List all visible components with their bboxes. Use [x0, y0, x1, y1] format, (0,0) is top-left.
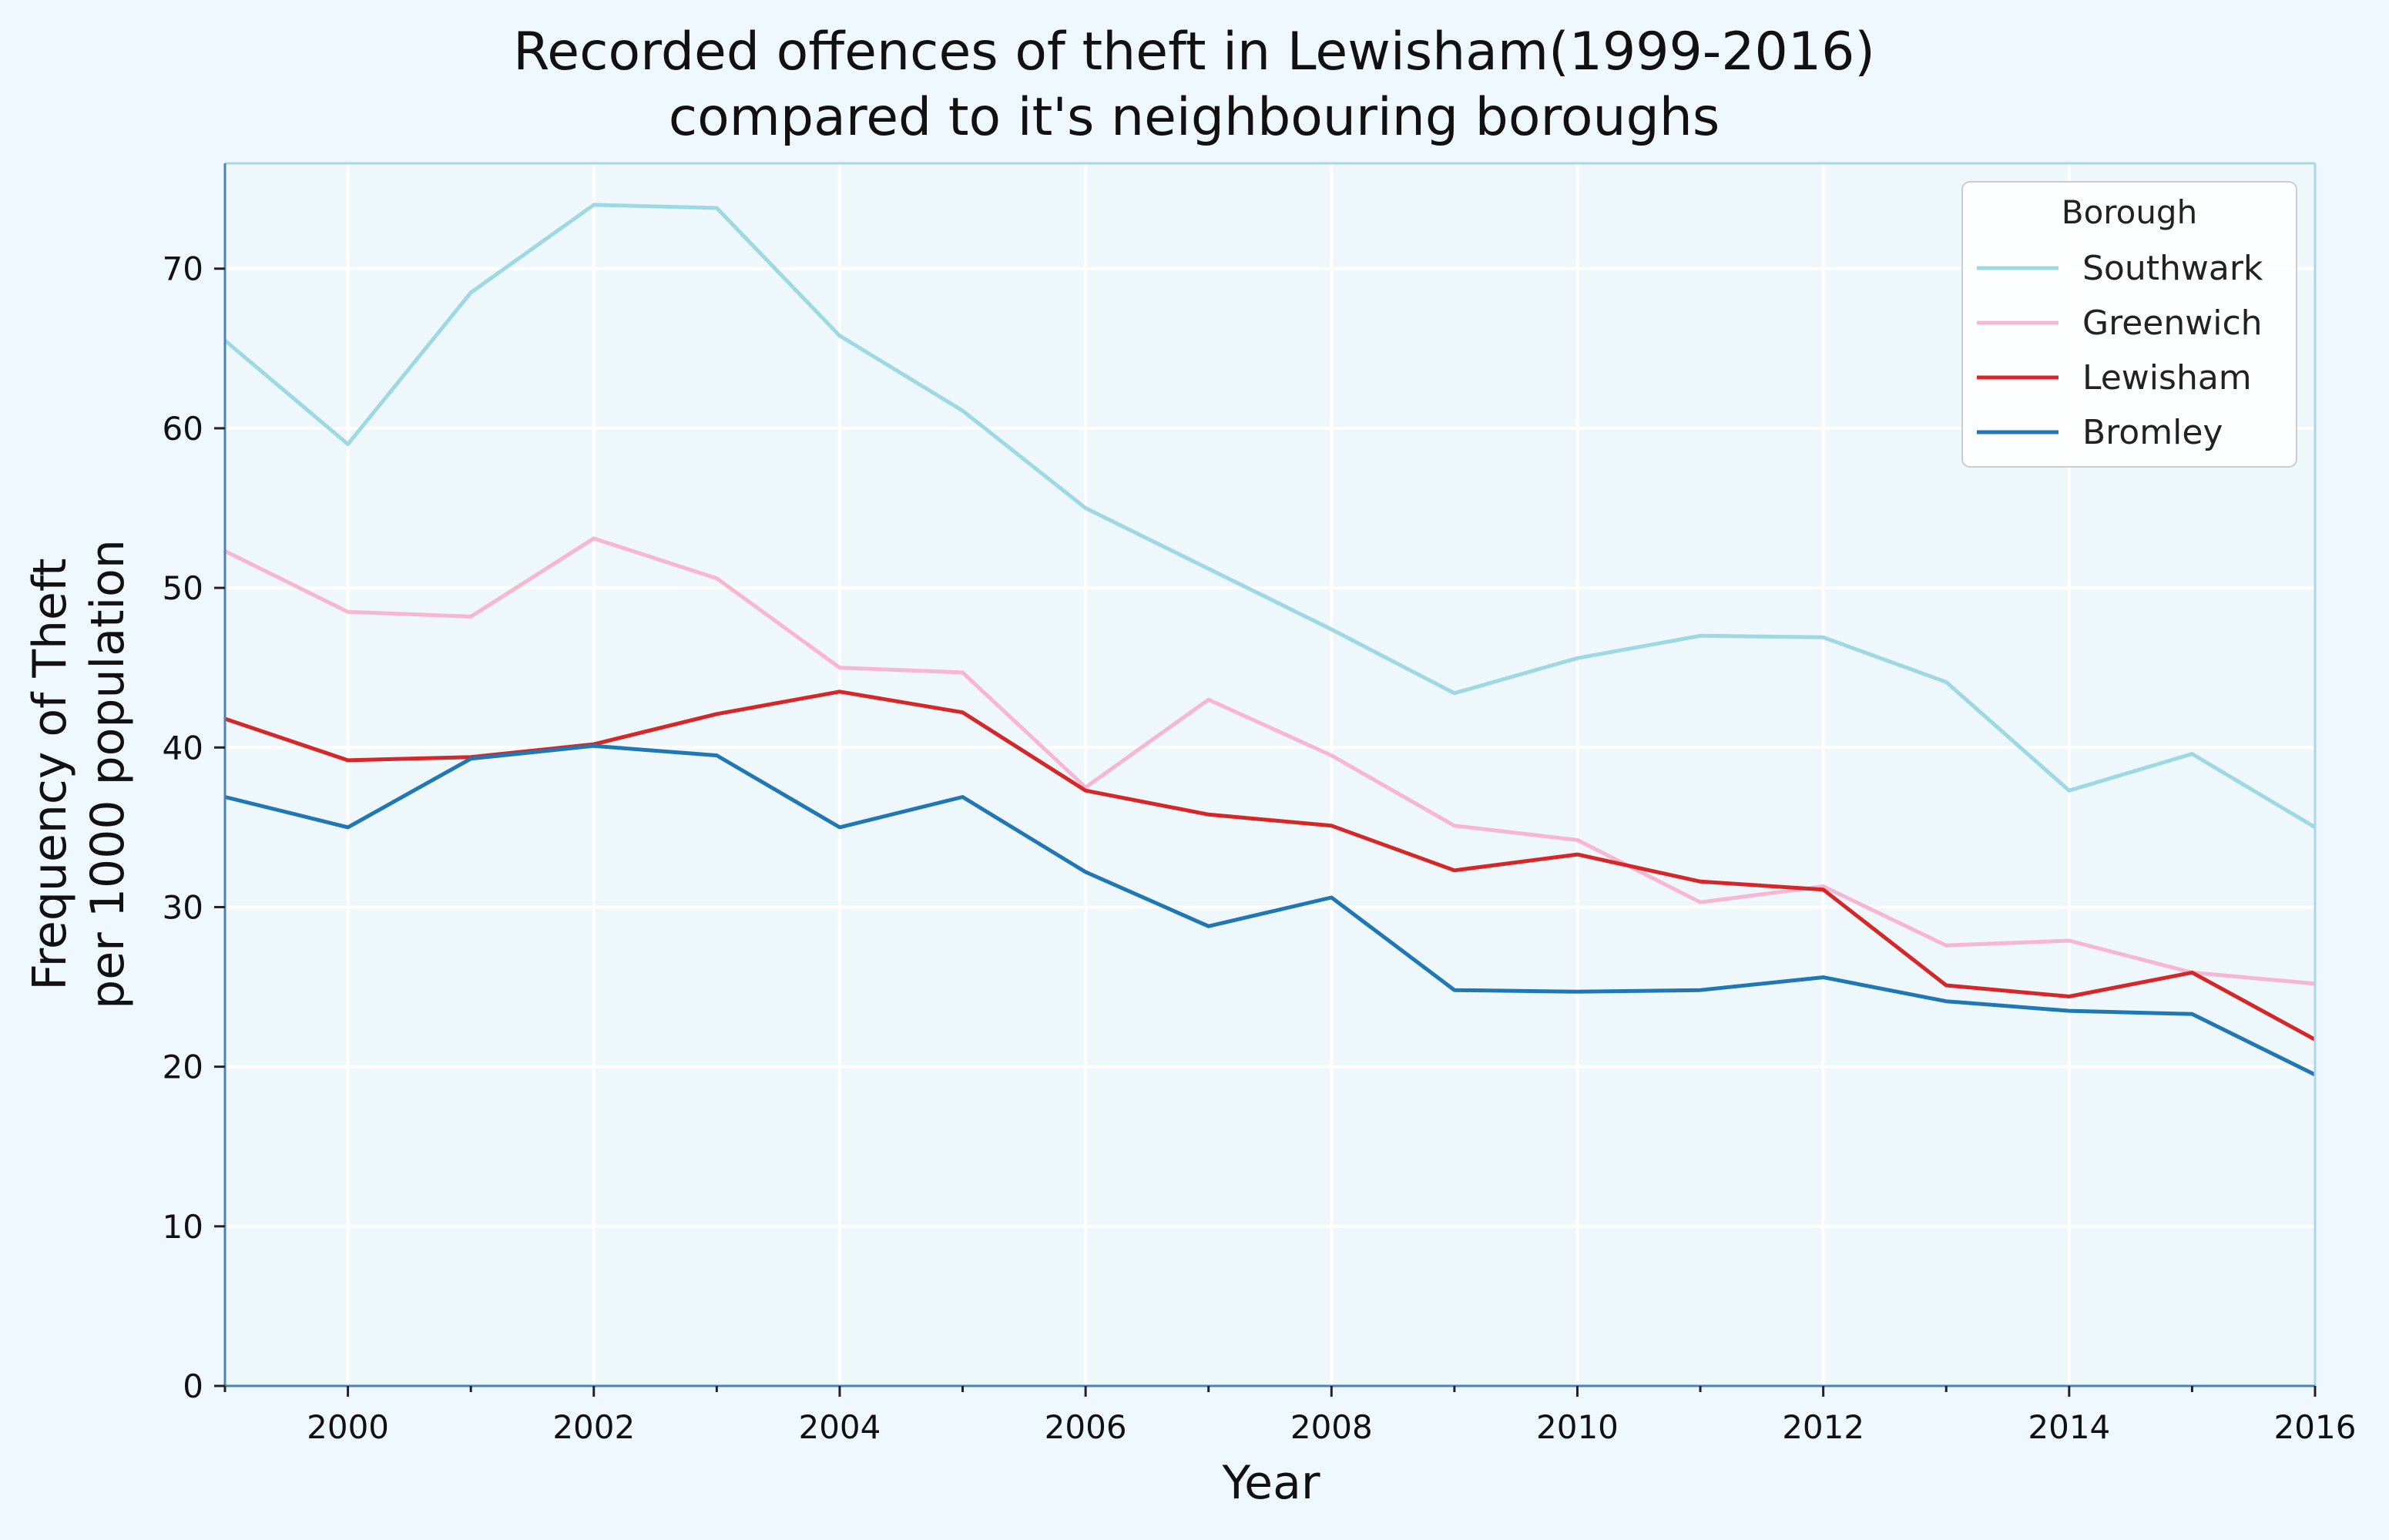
y-tick-label-10: 10 [163, 1208, 203, 1246]
x-tick-label-2000: 2000 [307, 1408, 389, 1446]
x-axis-label: Year [1221, 1456, 1320, 1510]
legend-label-bromley: Bromley [2082, 413, 2223, 452]
x-tick-label-2002: 2002 [552, 1408, 635, 1446]
y-tick-label-20: 20 [163, 1048, 203, 1086]
axis-ticks: 2000 2002 2004 2006 2008 2010 2012 2014 2016 0 10 2… [163, 250, 2357, 1446]
x-tick-label-2012: 2012 [1782, 1408, 1864, 1446]
legend-title: Borough [2062, 193, 2197, 231]
series-line-bromley [224, 743, 2317, 1077]
x-tick-label-2008: 2008 [1290, 1408, 1373, 1446]
x-tick-label-2004: 2004 [798, 1408, 881, 1446]
chart-title-line-2: compared to it's neighbouring boroughs [669, 87, 1720, 148]
chart-title-line-1: Recorded offences of theft in Lewisham(1… [513, 22, 1875, 82]
x-tick-label-2010: 2010 [1536, 1408, 1619, 1446]
x-tick-label-2014: 2014 [2028, 1408, 2110, 1446]
y-tick-label-60: 60 [163, 410, 203, 448]
legend-label-southwark: Southwark [2082, 249, 2263, 288]
y-tick-label-70: 70 [163, 250, 203, 288]
series-line-greenwich [223, 536, 2316, 986]
x-tick-label-2016: 2016 [2274, 1408, 2357, 1446]
y-tick-label-30: 30 [163, 888, 203, 926]
y-tick-label-50: 50 [163, 569, 203, 607]
x-tick-label-2006: 2006 [1045, 1408, 1127, 1446]
legend-label-lewisham: Lewisham [2082, 358, 2252, 398]
y-tick-label-0: 0 [183, 1367, 203, 1405]
y-axis-label-line-1: Frequency of Theft [23, 558, 77, 990]
legend-box [1961, 181, 2297, 468]
legend-items: Southwark Greenwich Lewisham Bromley [1977, 249, 2263, 452]
y-tick-label-40: 40 [163, 729, 203, 767]
legend: Borough Southwark Greenwich Lewisham Bromle… [1961, 181, 2297, 468]
series-lines [223, 203, 2317, 1077]
legend-label-greenwich: Greenwich [2082, 304, 2263, 343]
series-line-southwark [223, 203, 2317, 830]
y-axis-label-line-2: per 1000 population [81, 539, 135, 1009]
